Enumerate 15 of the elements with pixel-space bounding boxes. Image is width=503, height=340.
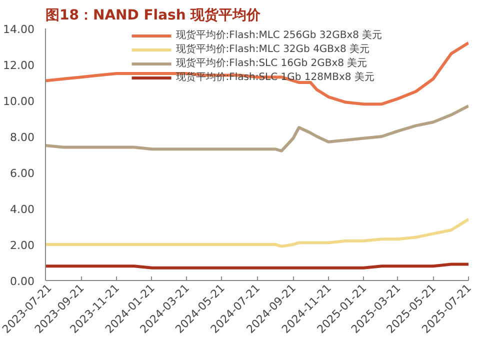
line-series <box>46 104 468 152</box>
legend-label: 现货平均价:Flash:MLC 32Gb 4GBx8 美元 <box>176 42 370 56</box>
y-tick-label: 6.00 <box>10 167 35 180</box>
y-tick-label: 10.00 <box>3 95 35 108</box>
y-tick-label: 8.00 <box>10 131 35 144</box>
legend-label: 现货平均价:Flash:SLC 16Gb 2GBx8 美元 <box>176 56 368 70</box>
y-tick-label: 14.00 <box>3 23 35 36</box>
legend-label: 现货平均价:Flash:MLC 256Gb 32GBx8 美元 <box>176 28 382 42</box>
line-series <box>46 41 468 106</box>
chart-title: 图18：NAND Flash 现货平均价 <box>46 8 262 24</box>
y-tick-label: 2.00 <box>10 239 35 252</box>
line-series <box>46 218 468 248</box>
y-tick-label: 12.00 <box>3 59 35 72</box>
y-tick-label: 4.00 <box>10 203 35 216</box>
y-tick-label: 0.00 <box>10 275 35 288</box>
